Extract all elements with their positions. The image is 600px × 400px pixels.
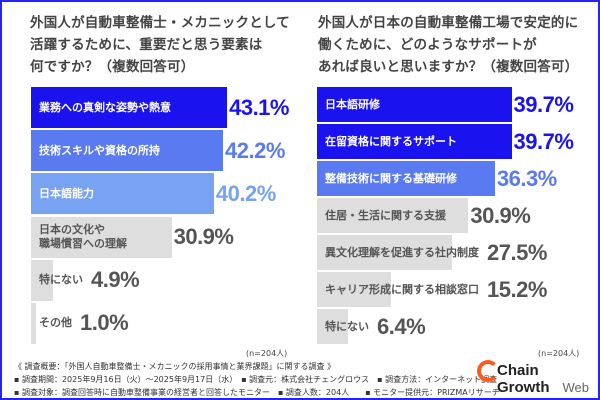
bar-label: 特にない (325, 319, 369, 333)
bar-label: 業務への真剣な姿勢や熱意 (39, 100, 171, 114)
bar-label: キャリア形成に関する相談窓口 (325, 282, 479, 296)
value-label: 43.1% (229, 94, 289, 120)
bar-row: 整備技術に関する基礎研修 36.3% (317, 161, 573, 196)
title-line: 何ですか？（複数回答可） (30, 59, 195, 75)
bar (317, 198, 469, 233)
bar (317, 124, 512, 159)
title-line: あれば良いと思いますか？（複数回答可） (318, 59, 579, 75)
bar-label: その他 (39, 316, 72, 330)
chart-title-left: 外国人が自動車整備士・メカニックとして 活躍するために、重要だと思う要素は 何で… (30, 12, 290, 78)
bar-row: キャリア形成に関する相談窓口 15.2% (317, 272, 573, 307)
bar-row: 日本の文化や 職場慣習への理解 30.9% (31, 216, 289, 258)
value-label: 39.7% (513, 128, 574, 154)
bar-row: 特にない 4.9% (31, 259, 289, 301)
value-label: 42.2% (225, 137, 285, 163)
survey-target: ▪ 調査対象：調査回答時に自動車整備事業の経営者と回答したモニター ▪ 調査人数… (14, 388, 500, 397)
value-label: 27.5% (487, 239, 547, 265)
title-line: 外国人が日本の自動車整備工場で安定的に (318, 15, 579, 31)
value-label: 4.9% (91, 267, 140, 293)
bar-row: 業務への真剣な姿勢や熱意 43.1% (31, 87, 289, 128)
bar (31, 87, 228, 128)
bar-row: 住居・生活に関する支援 30.9% (317, 198, 573, 233)
bar-row: その他 1.0% (31, 302, 289, 344)
bar (317, 272, 392, 307)
bar (31, 216, 172, 258)
bar-row: 日本語能力 40.2% (31, 173, 289, 215)
bar-label: 特にない (39, 273, 83, 287)
chart-title-right: 外国人が日本の自動車整備工場で安定的に 働くために、どのようなサポートが あれば… (318, 12, 578, 78)
bar-row: 在留資格に関するサポート 39.7% (317, 124, 574, 159)
bar-row: 技術スキルや資格の所持 42.2% (31, 130, 289, 172)
bar (317, 309, 349, 344)
value-label: 6.4% (377, 313, 426, 339)
bar-row: 日本語研修 39.7% (317, 87, 574, 122)
bar (31, 130, 223, 172)
bar (31, 173, 214, 215)
bar-label: 技術スキルや資格の所持 (39, 143, 160, 157)
bar-label: 日本語研修 (325, 97, 380, 111)
title-line: 活躍するために、重要だと思う要素は (30, 37, 263, 53)
value-label: 15.2% (487, 276, 547, 302)
sample-size-right: (n=204人) (538, 349, 580, 358)
bar (317, 87, 512, 122)
bar-chart-left: 業務への真剣な姿勢や熱意 43.1% 技術スキルや資格の所持 42.2% 日本語能力 40… (31, 87, 289, 346)
logo-mark-icon (477, 360, 499, 382)
bar-row: 特にない 6.4% (317, 309, 573, 344)
value-label: 1.0% (80, 310, 129, 336)
survey-period: ▪ 調査期間：2025年9月16日（火）～2025年9月17日（水） ▪ 調査元… (14, 375, 498, 384)
logo-text: Chain Growth (497, 362, 550, 396)
bar-row: 異文化理解を促進する社内制度 27.5% (317, 235, 573, 270)
bar (317, 161, 495, 196)
bar (31, 259, 54, 301)
value-label: 40.2% (215, 180, 276, 206)
bar-label: 日本の文化や 職場慣習への理解 (39, 223, 127, 251)
bar-label: 異文化理解を促進する社内制度 (325, 245, 479, 259)
value-label: 30.9% (470, 202, 531, 228)
title-line: 働くために、どのようなサポートが (318, 37, 537, 53)
bar-label: 整備技術に関する基礎研修 (325, 171, 457, 185)
bar-chart-right: 日本語研修 39.7% 在留資格に関するサポート 39.7% 整備技術に関する基礎研修 3… (317, 87, 574, 346)
chain-growth-logo: Chain Growth Web (475, 360, 593, 398)
bar-label: 日本語能力 (39, 186, 94, 200)
value-label: 36.3% (496, 165, 557, 191)
survey-summary: 《 調査概要：「外国人自動車整備士・メカニックの採用事情と業界課題」に関する調査… (14, 362, 336, 371)
value-label: 30.9% (173, 224, 234, 250)
bar-label: 在留資格に関するサポート (325, 134, 457, 148)
bar (31, 302, 36, 344)
value-label: 39.7% (513, 91, 574, 117)
bar-label: 住居・生活に関する支援 (325, 208, 446, 222)
logo-sub: Web (562, 380, 590, 395)
title-line: 外国人が自動車整備士・メカニックとして (30, 15, 290, 31)
sample-size-left: (n=204人) (246, 349, 288, 358)
bar (317, 235, 452, 270)
